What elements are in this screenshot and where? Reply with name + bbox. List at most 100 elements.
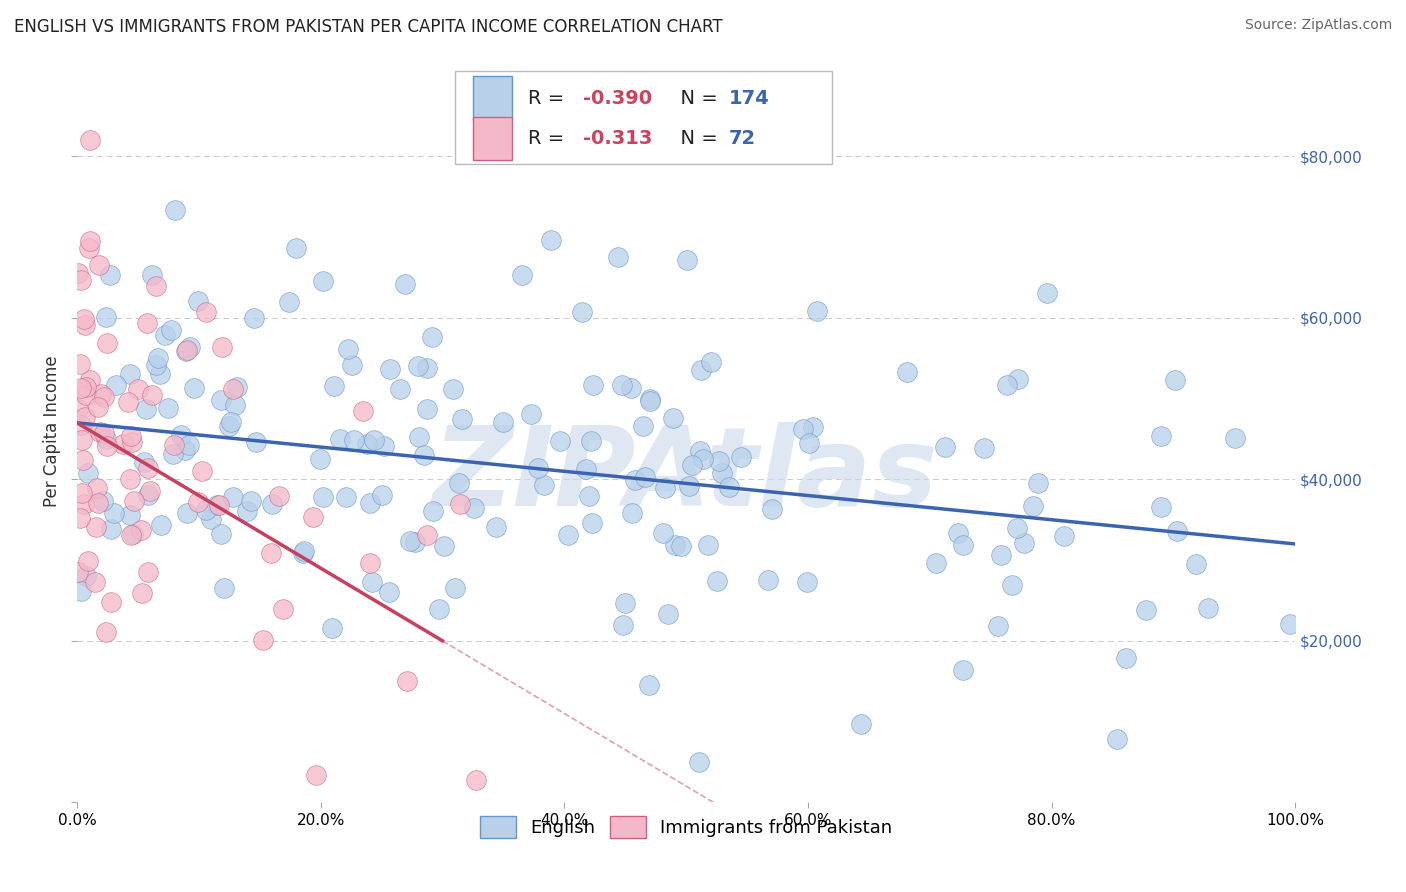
Point: [378, 585, 401, 599]
Point: [692, 452, 714, 467]
Point: [1185, 558, 1208, 572]
Point: [77, 554, 100, 568]
Point: [581, 516, 603, 531]
Point: [122, 493, 145, 508]
Point: [94, 310, 117, 325]
Point: [260, 546, 283, 560]
Text: N =: N =: [668, 89, 724, 108]
Point: [98, 268, 121, 282]
Point: [1115, 651, 1137, 665]
Y-axis label: Per Capita Income: Per Capita Income: [44, 355, 60, 507]
Point: [359, 556, 381, 570]
Point: [669, 539, 692, 553]
Point: [90, 387, 112, 401]
Point: [120, 367, 142, 381]
Text: N =: N =: [668, 129, 724, 148]
Point: [305, 768, 328, 782]
Point: [399, 533, 422, 548]
Point: [578, 489, 600, 503]
Point: [187, 293, 209, 308]
Point: [433, 539, 456, 553]
Point: [73, 318, 96, 332]
Point: [634, 469, 657, 483]
Point: [121, 526, 143, 541]
Point: [222, 383, 245, 397]
Point: [606, 250, 628, 264]
Point: [526, 461, 548, 475]
Point: [136, 565, 159, 579]
Point: [103, 506, 125, 520]
Point: [191, 464, 214, 478]
Point: [342, 358, 364, 372]
Point: [631, 419, 654, 434]
Point: [678, 479, 700, 493]
Point: [69, 511, 91, 525]
Point: [112, 437, 135, 451]
Point: [209, 527, 232, 541]
Point: [70, 433, 93, 447]
Point: [654, 481, 676, 495]
Point: [1012, 536, 1035, 550]
Point: [690, 362, 713, 376]
Point: [176, 343, 198, 358]
Point: [624, 473, 647, 487]
Point: [416, 402, 439, 417]
Point: [69, 381, 91, 395]
Point: [620, 506, 643, 520]
Point: [205, 498, 228, 512]
Point: [120, 429, 142, 443]
Point: [120, 508, 142, 523]
Point: [1105, 731, 1128, 746]
Point: [212, 581, 235, 595]
Point: [492, 415, 515, 429]
Point: [208, 499, 231, 513]
Point: [67, 267, 90, 281]
Point: [443, 581, 465, 595]
Legend: English, Immigrants from Pakistan: English, Immigrants from Pakistan: [472, 809, 900, 846]
Point: [336, 342, 359, 356]
Text: -0.390: -0.390: [582, 89, 652, 108]
Point: [100, 522, 122, 536]
Point: [681, 458, 703, 472]
Point: [335, 490, 357, 504]
Point: [67, 566, 90, 580]
Point: [689, 443, 711, 458]
Point: [138, 460, 160, 475]
Point: [149, 367, 172, 381]
Point: [359, 496, 381, 510]
Point: [1026, 475, 1049, 490]
Point: [406, 359, 429, 373]
Point: [77, 241, 100, 255]
Point: [195, 503, 218, 517]
Point: [422, 504, 444, 518]
Point: [520, 407, 543, 421]
Point: [146, 351, 169, 366]
Point: [153, 328, 176, 343]
Point: [934, 441, 956, 455]
Point: [987, 619, 1010, 633]
Point: [75, 568, 97, 582]
Point: [100, 595, 122, 609]
Point: [127, 382, 149, 396]
Point: [176, 343, 198, 358]
Point: [219, 415, 242, 429]
Text: 174: 174: [728, 89, 769, 108]
Point: [183, 381, 205, 395]
Point: [135, 401, 157, 416]
Point: [149, 518, 172, 533]
Point: [243, 311, 266, 326]
Point: [145, 278, 167, 293]
Point: [75, 387, 97, 401]
Point: [69, 357, 91, 371]
Text: R =: R =: [527, 129, 571, 148]
Point: [104, 377, 127, 392]
Point: [352, 404, 374, 418]
Point: [312, 274, 335, 288]
Point: [449, 476, 471, 491]
FancyBboxPatch shape: [472, 117, 512, 161]
Point: [141, 388, 163, 402]
Point: [450, 411, 472, 425]
Point: [638, 392, 661, 406]
Point: [394, 277, 416, 292]
Point: [356, 436, 378, 450]
